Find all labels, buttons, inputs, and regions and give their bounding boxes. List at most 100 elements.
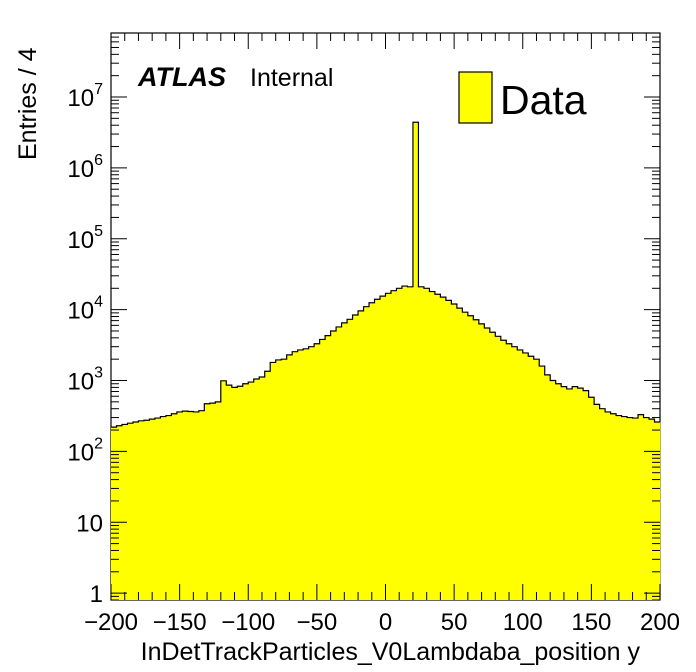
histogram-bar bbox=[539, 366, 546, 600]
histogram-bar bbox=[500, 340, 507, 600]
histogram-bar bbox=[418, 286, 425, 600]
histogram-bar bbox=[242, 383, 249, 600]
histogram-bar bbox=[649, 419, 655, 600]
histogram-bar bbox=[380, 296, 386, 600]
atlas-label: ATLAS bbox=[137, 62, 226, 92]
histogram-bar bbox=[132, 421, 139, 600]
histogram-bar bbox=[363, 306, 370, 600]
histogram-bar bbox=[330, 330, 337, 600]
histogram-bar bbox=[390, 290, 397, 600]
x-tick-label: 100 bbox=[503, 609, 543, 636]
histogram-bar bbox=[121, 424, 128, 600]
y-tick-label: 102 bbox=[67, 435, 103, 466]
y-axis-ticks bbox=[111, 32, 660, 601]
histogram-bar bbox=[215, 401, 222, 600]
histogram-bar bbox=[352, 314, 359, 600]
histogram-outline bbox=[111, 121, 660, 428]
histogram-bar bbox=[281, 359, 287, 600]
histogram-bar bbox=[440, 297, 447, 600]
histogram-bar bbox=[632, 418, 639, 600]
histogram-bar bbox=[171, 413, 178, 600]
histogram-bar bbox=[456, 308, 463, 600]
histogram-bar bbox=[583, 390, 589, 600]
legend-swatch bbox=[458, 71, 493, 124]
histogram-bar bbox=[193, 411, 200, 600]
histogram-bar bbox=[423, 288, 430, 600]
y-tick-label: 105 bbox=[67, 223, 103, 254]
histogram-bar bbox=[314, 343, 320, 600]
histogram-bar bbox=[116, 425, 123, 600]
y-tick-label: 106 bbox=[67, 152, 103, 183]
histogram-bar bbox=[358, 310, 364, 600]
histogram-bar bbox=[385, 293, 392, 600]
x-tick-labels: −200 −150 −100 −50 0 50 100 150 200 bbox=[84, 609, 680, 636]
histogram-bar bbox=[605, 411, 611, 600]
y-tick-label: 104 bbox=[67, 294, 103, 325]
histogram-bar bbox=[111, 427, 117, 600]
histogram-bar bbox=[165, 415, 172, 600]
histogram-bar bbox=[561, 386, 567, 600]
histogram-bar bbox=[253, 379, 260, 600]
histogram-bar bbox=[303, 348, 309, 600]
histogram-bar bbox=[292, 351, 298, 600]
histogram-bar bbox=[638, 414, 644, 600]
x-tick-label: −150 bbox=[153, 609, 207, 636]
histogram-bar bbox=[495, 336, 502, 600]
y-tick-labels: 1 10 102 103 104 105 106 107 bbox=[67, 81, 103, 608]
histogram-bar bbox=[511, 346, 518, 600]
histogram-bar bbox=[599, 408, 606, 600]
histogram-bar bbox=[412, 122, 419, 600]
histogram-bar bbox=[489, 332, 496, 600]
histogram-bar bbox=[187, 411, 194, 600]
histogram-bar bbox=[237, 386, 244, 600]
x-axis-ticks bbox=[110, 33, 661, 600]
histogram-bar bbox=[374, 299, 381, 600]
internal-label: Internal bbox=[250, 64, 333, 92]
histogram-bar bbox=[522, 352, 529, 600]
x-tick-label: 50 bbox=[441, 609, 468, 636]
histogram-bar bbox=[308, 346, 315, 600]
histogram-bar bbox=[369, 302, 375, 600]
histogram-bar bbox=[154, 418, 161, 600]
histogram-bar bbox=[286, 354, 293, 600]
histogram-bar bbox=[341, 322, 348, 600]
histogram-bar bbox=[451, 304, 458, 600]
histogram-bar bbox=[467, 315, 474, 600]
histogram-bar bbox=[555, 383, 562, 600]
x-tick-label: −50 bbox=[297, 609, 338, 636]
histogram-bar bbox=[231, 387, 238, 600]
x-tick-label: −200 bbox=[84, 609, 138, 636]
x-tick-label: 200 bbox=[640, 609, 680, 636]
histogram-bar bbox=[220, 380, 227, 600]
histogram-bar bbox=[264, 371, 271, 600]
histogram-bar bbox=[572, 386, 578, 600]
histogram-bar bbox=[347, 319, 353, 600]
histogram-bar bbox=[621, 416, 628, 600]
histogram-bar bbox=[275, 359, 282, 600]
histogram-bar bbox=[473, 319, 480, 600]
histogram-bar bbox=[176, 411, 183, 600]
y-axis-title: Entries / 4 bbox=[14, 47, 42, 160]
histogram-bar bbox=[577, 388, 584, 600]
y-tick-label: 107 bbox=[67, 81, 103, 112]
histogram-bar bbox=[627, 417, 633, 600]
histogram-bar bbox=[594, 404, 600, 600]
histogram-bar bbox=[588, 397, 595, 600]
histogram-bar bbox=[143, 420, 150, 600]
histogram-bar bbox=[401, 286, 408, 600]
histogram-bar bbox=[248, 382, 255, 600]
histogram-bar bbox=[138, 420, 145, 600]
histogram-bar bbox=[533, 359, 540, 600]
y-tick-label: 10 bbox=[76, 510, 103, 537]
histogram-bar bbox=[149, 419, 156, 600]
y-tick-label: 103 bbox=[67, 365, 103, 396]
x-tick-label: 150 bbox=[571, 609, 611, 636]
histogram-bar bbox=[445, 300, 452, 600]
histogram-bar bbox=[484, 328, 491, 600]
histogram-bar bbox=[127, 423, 134, 600]
histogram-bar bbox=[297, 349, 304, 600]
histogram-bar bbox=[506, 343, 513, 600]
histogram-bar bbox=[566, 388, 573, 600]
histogram-bars bbox=[111, 122, 661, 600]
legend: Data bbox=[458, 71, 587, 124]
